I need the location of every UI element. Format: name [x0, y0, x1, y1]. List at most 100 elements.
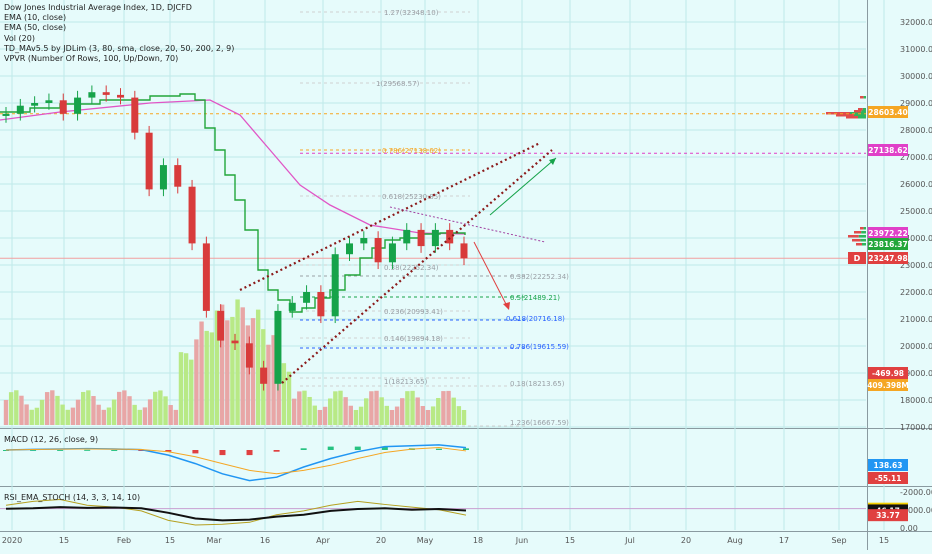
volume-bar	[343, 397, 348, 425]
resistance-line	[389, 206, 546, 243]
volume-bar	[106, 407, 112, 425]
volume-bar	[158, 390, 163, 425]
price-tick-label: 29000.00	[900, 99, 932, 108]
vpvr-bar-down	[854, 231, 862, 234]
legend-td-ma[interactable]: TD_MAv5.5 by JDLim (3, 80, sma, close, 2…	[4, 43, 235, 53]
volume-bar	[441, 391, 446, 425]
volume-bar	[14, 390, 19, 425]
price-tag-bg	[868, 252, 908, 264]
macd-histogram-bar	[435, 448, 442, 450]
candle-down	[260, 367, 268, 384]
fib-level-label: 0.18(18213.65)	[510, 380, 565, 388]
macd-histogram-bar	[84, 449, 91, 451]
time-tick-label: May	[417, 536, 434, 545]
volume-bar	[75, 399, 81, 425]
vpvr-bar-up	[862, 243, 866, 246]
time-tick-label: 2020	[2, 536, 22, 545]
time-tick-label: Feb	[117, 536, 131, 545]
legend-vpvr[interactable]: VPVR (Number Of Rows, 100, Up/Down, 70)	[4, 53, 179, 63]
legend-ema50[interactable]: EMA (50, close)	[4, 23, 67, 33]
volume-bar	[461, 409, 467, 425]
volume-bar	[266, 344, 271, 425]
price-tick-label: 25000.00	[900, 207, 932, 216]
volume-bar	[271, 335, 276, 425]
volume-bar	[240, 307, 245, 425]
fib-level-label: 1.236(16667.59)	[510, 419, 569, 427]
candle-up	[74, 97, 82, 114]
volume-bar	[8, 392, 14, 425]
candle-up	[45, 100, 53, 103]
time-tick-label: 15	[165, 536, 175, 545]
time-tick-label: 20	[681, 536, 691, 545]
volume-bar	[307, 396, 312, 425]
volume-bar	[209, 332, 215, 425]
price-tick-label: 32000.00	[900, 18, 932, 27]
bullish-arrow-line	[489, 157, 557, 216]
price-tick-label: 17000.00	[900, 423, 932, 432]
volume-bar	[199, 321, 204, 425]
rsi-label[interactable]: RSI_EMA_STOCH (14, 3, 3, 14, 10)	[4, 493, 141, 502]
volume-bar	[96, 404, 101, 425]
volume-bar	[400, 398, 405, 425]
volume-bar	[147, 399, 153, 425]
candle-down	[317, 292, 325, 317]
volume-bar	[19, 395, 24, 425]
candle-down	[117, 94, 124, 98]
candle-up	[431, 229, 439, 247]
volume-bar	[219, 304, 225, 425]
volume-bar	[389, 409, 395, 425]
candle-down	[59, 100, 67, 114]
legend-volume[interactable]: Vol (20)	[4, 33, 35, 43]
macd-histogram-bar	[192, 450, 199, 454]
vpvr-bar-up	[862, 108, 866, 111]
macd-tag-value-b: -55.11	[875, 474, 902, 483]
candle-up	[274, 310, 282, 384]
price-tick-label: 22000.00	[900, 288, 932, 297]
macd-histogram-bar	[138, 450, 145, 451]
fib-level-label: 1(18213.65)	[384, 378, 428, 386]
volume-bar	[70, 407, 76, 425]
macd-histogram-bar	[381, 447, 388, 450]
price-tag-bg	[868, 367, 908, 379]
macd-label[interactable]: MACD (12, 26, close, 9)	[4, 435, 99, 444]
volume-bar	[312, 405, 317, 425]
candle-up	[16, 105, 24, 114]
volume-bar	[317, 409, 323, 425]
volume-bar	[394, 406, 400, 425]
volume-bar	[255, 309, 261, 425]
volume-bar	[86, 390, 91, 425]
volume-bar	[286, 371, 292, 425]
legend-title[interactable]: Dow Jones Industrial Average Index, 1D, …	[4, 3, 192, 12]
vpvr-bar-down	[826, 112, 850, 115]
candle-down	[217, 310, 225, 341]
candle-up	[288, 302, 296, 311]
ema10-line	[0, 93, 466, 313]
volume-bar	[189, 359, 194, 425]
volume-bar	[225, 320, 230, 425]
volume-bar	[297, 391, 302, 425]
d-badge-bg	[848, 252, 866, 264]
wedge-upper-line	[239, 142, 541, 291]
volume-bar	[39, 399, 45, 425]
price-tick-label: 30000.00	[900, 72, 932, 81]
price-tag-bg	[868, 106, 908, 118]
price-tag-text: 23247.98	[868, 254, 907, 263]
vpvr-bar-down	[856, 243, 862, 246]
volume-bar	[338, 390, 343, 425]
time-tick-label: Jun	[515, 536, 529, 545]
volume-bar	[117, 391, 122, 425]
macd-tag-bg	[868, 472, 908, 484]
volume-bar	[364, 398, 369, 425]
macd-tag-value-a: 138.63	[874, 461, 903, 470]
candle-up	[360, 238, 368, 244]
candle-up	[31, 103, 39, 106]
legend-ema10[interactable]: EMA (10, close)	[4, 13, 67, 23]
vpvr-bar-up	[858, 116, 866, 119]
price-tag-bg	[868, 144, 908, 156]
time-tick-label: 16	[260, 536, 270, 545]
fib-level-label: 0.382(22252.34)	[510, 273, 569, 281]
bearish-arrow-line	[473, 241, 508, 307]
macd-histogram-bar	[219, 450, 226, 456]
